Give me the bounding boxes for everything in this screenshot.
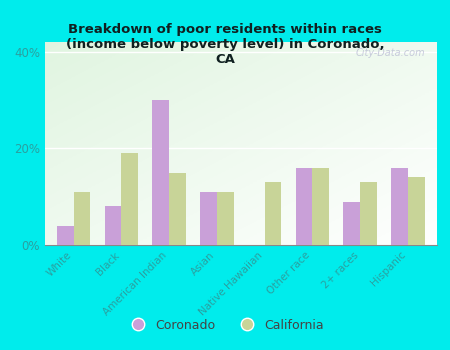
Bar (343, 202, 360, 245)
Bar (105, 206, 122, 245)
Bar (74, 192, 90, 245)
Text: City-Data.com: City-Data.com (355, 48, 425, 58)
Bar (312, 168, 329, 245)
Bar (265, 182, 281, 245)
Bar (169, 173, 186, 245)
Bar (217, 192, 234, 245)
Bar (360, 182, 377, 245)
Bar (57, 226, 74, 245)
Bar (408, 177, 424, 245)
Bar (391, 168, 408, 245)
Bar (122, 153, 138, 245)
Text: Breakdown of poor residents within races
(income below poverty level) in Coronad: Breakdown of poor residents within races… (66, 23, 384, 66)
Bar (296, 168, 312, 245)
Bar (153, 100, 169, 245)
Bar (200, 192, 217, 245)
Legend: Coronado, California: Coronado, California (121, 314, 329, 337)
